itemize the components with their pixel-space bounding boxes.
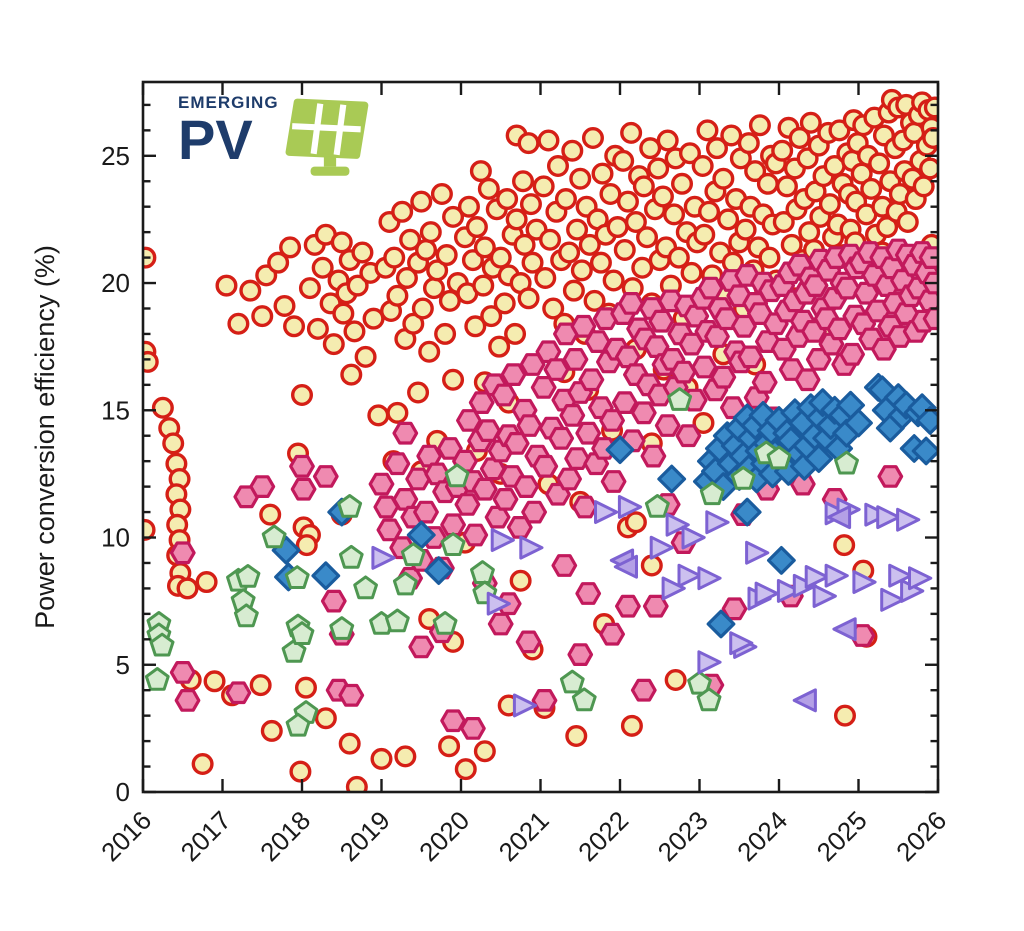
emerging-pv-logo: EMERGING PV (178, 94, 376, 186)
x-tick-label: 2018 (254, 805, 316, 867)
axes-frame (141, 80, 940, 794)
y-tick-label: 20 (101, 268, 130, 298)
y-tick-label: 15 (101, 395, 130, 425)
x-tick-label: 2016 (95, 805, 157, 867)
x-tick-label: 2026 (890, 805, 952, 867)
logo-text-block: EMERGING PV (178, 93, 279, 171)
x-tick-label: 2020 (413, 805, 475, 867)
logo-word-pv: PV (178, 108, 253, 171)
series-pink-hexagons (169, 238, 938, 740)
x-tick-label: 2017 (175, 805, 237, 867)
x-tick-label: 2024 (731, 805, 793, 867)
series-purple-triangles-left (609, 505, 857, 713)
solar-panel-icon (285, 98, 368, 176)
y-tick-label: 25 (101, 141, 130, 171)
logo-word-emerging: EMERGING (178, 93, 279, 112)
x-tick-label: 2019 (334, 805, 396, 867)
y-tick-label: 0 (116, 777, 130, 807)
x-tick-label: 2023 (652, 805, 714, 867)
x-tick-label: 2022 (572, 805, 634, 867)
series-green-pentagons (144, 387, 859, 737)
x-tick-label: 2025 (811, 805, 873, 867)
x-tick-label: 2021 (493, 805, 555, 867)
y-tick-label: 10 (101, 523, 130, 553)
y-axis-title: Power conversion efficiency (%) (30, 245, 60, 629)
y-tick-label: 5 (116, 650, 130, 680)
